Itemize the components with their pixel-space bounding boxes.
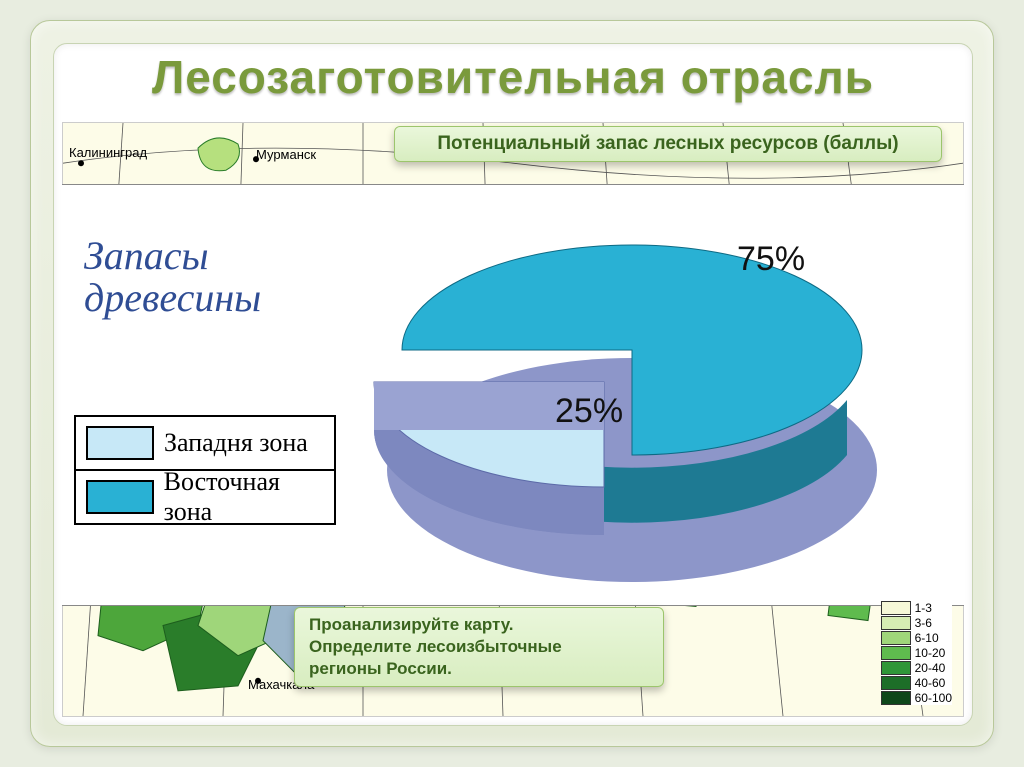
- legend-label-1: Восточная зона: [164, 467, 334, 527]
- map-legend-swatch-5: [881, 676, 911, 690]
- map-legend: 1-33-66-1010-2020-4040-6060-100: [881, 600, 952, 705]
- legend-row-0: Западня зона: [76, 417, 334, 469]
- map-legend-swatch-4: [881, 661, 911, 675]
- pie-svg: [342, 180, 922, 610]
- legend-swatch-0: [86, 426, 154, 460]
- pie-value-25: 25%: [555, 392, 623, 431]
- chart-panel: Запасы древесины Западня зона Восточная …: [62, 184, 964, 606]
- map-legend-swatch-1: [881, 616, 911, 630]
- chart-title-l1: Запасы: [84, 233, 209, 278]
- map-legend-row-5: 40-60: [881, 675, 952, 690]
- banner-bottom: Проанализируйте карту. Определите лесоиз…: [294, 607, 664, 687]
- map-legend-label-6: 60-100: [915, 691, 952, 705]
- legend-label-0: Западня зона: [164, 428, 308, 458]
- chart-title-l2: древесины: [84, 275, 261, 320]
- page-title: Лесозаготовительная отрасль: [54, 50, 972, 104]
- banner-b-l2: Определите лесоизбыточные: [309, 637, 562, 656]
- map-legend-label-3: 10-20: [915, 646, 946, 660]
- map-legend-row-3: 10-20: [881, 645, 952, 660]
- map-legend-swatch-0: [881, 601, 911, 615]
- legend-box: Западня зона Восточная зона: [74, 415, 336, 525]
- city-label-kaliningrad: Калининград: [69, 145, 147, 160]
- pie-chart: 75% 25%: [342, 180, 922, 610]
- map-legend-swatch-6: [881, 691, 911, 705]
- map-legend-row-4: 20-40: [881, 660, 952, 675]
- map-legend-swatch-2: [881, 631, 911, 645]
- map-legend-row-2: 6-10: [881, 630, 952, 645]
- map-legend-label-1: 3-6: [915, 616, 932, 630]
- slide-inner-frame: Лесозаготовительная отрасль: [53, 43, 973, 726]
- map-legend-label-4: 20-40: [915, 661, 946, 675]
- legend-swatch-1: [86, 480, 154, 514]
- pie-value-75: 75%: [737, 240, 805, 279]
- map-legend-label-2: 6-10: [915, 631, 939, 645]
- map-legend-row-1: 3-6: [881, 615, 952, 630]
- banner-b-l3: регионы России.: [309, 659, 452, 678]
- chart-title: Запасы древесины: [84, 235, 261, 319]
- banner-top: Потенциальный запас лесных ресурсов (бал…: [394, 126, 942, 162]
- legend-row-1: Восточная зона: [76, 469, 334, 523]
- map-legend-row-0: 1-3: [881, 600, 952, 615]
- map-legend-swatch-3: [881, 646, 911, 660]
- map-legend-label-5: 40-60: [915, 676, 946, 690]
- slide-outer-frame: Лесозаготовительная отрасль: [30, 20, 994, 747]
- map-legend-label-0: 1-3: [915, 601, 932, 615]
- city-label-murmansk: Мурманск: [256, 147, 316, 162]
- banner-b-l1: Проанализируйте карту.: [309, 615, 513, 634]
- map-legend-row-6: 60-100: [881, 690, 952, 705]
